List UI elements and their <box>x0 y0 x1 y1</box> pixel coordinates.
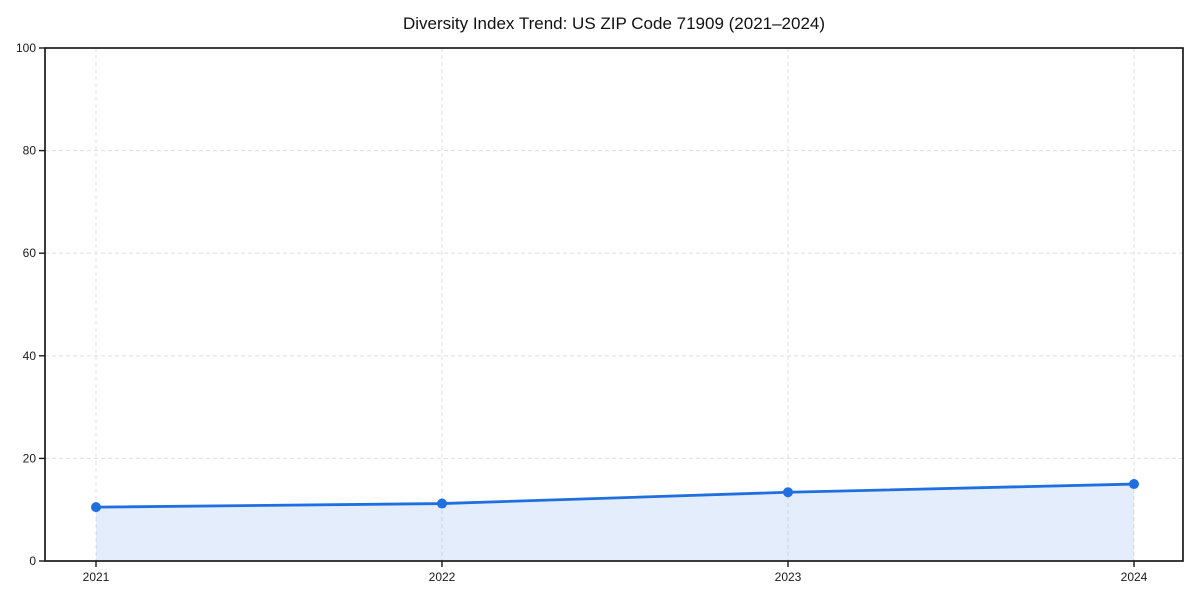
chart-title: Diversity Index Trend: US ZIP Code 71909… <box>403 14 825 33</box>
x-tick-label: 2024 <box>1121 570 1148 584</box>
y-tick-label: 100 <box>16 41 36 55</box>
y-tick-label: 0 <box>29 554 36 568</box>
data-point-marker <box>437 498 447 509</box>
y-tick-label: 80 <box>23 144 37 158</box>
data-point-marker <box>1129 479 1139 490</box>
y-tick-label: 20 <box>23 451 37 465</box>
area-fill <box>96 484 1134 561</box>
x-tick-label: 2023 <box>775 570 802 584</box>
x-tick-label: 2021 <box>83 570 110 584</box>
y-tick-label: 60 <box>23 246 37 260</box>
data-point-marker <box>783 487 793 498</box>
trend-line <box>94 482 1136 509</box>
plot-frame <box>44 47 1184 562</box>
y-tick-label: 40 <box>23 349 37 363</box>
data-point-marker <box>91 502 101 513</box>
x-tick-label: 2022 <box>429 570 456 584</box>
